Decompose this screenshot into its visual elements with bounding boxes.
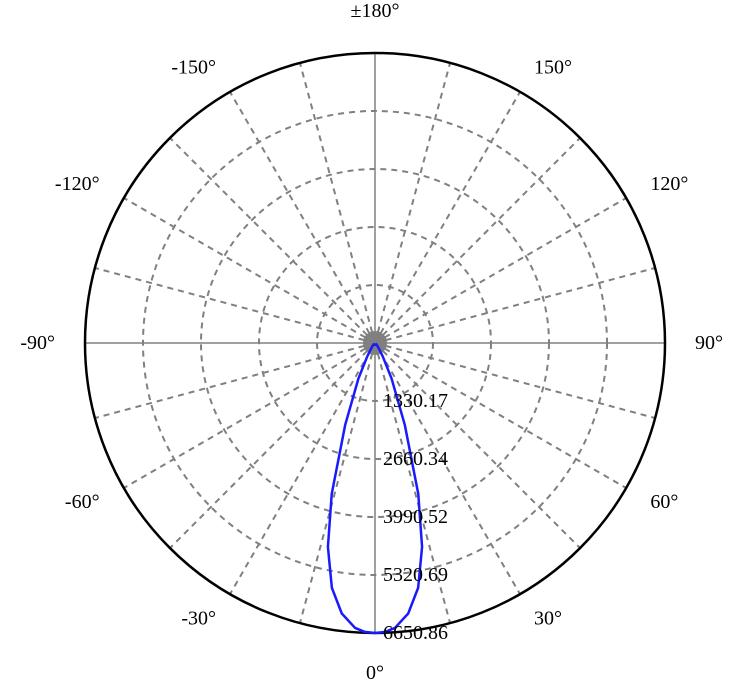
angle-label: -30° <box>181 607 216 629</box>
polar-chart: 1330.17 2660.34 3990.52 5320.69 6650.86 0° 30°… <box>0 0 750 686</box>
angle-label: 120° <box>650 173 688 195</box>
ring-label: 1330.17 <box>383 390 448 412</box>
angle-label: 150° <box>534 57 572 79</box>
angle-label: ±180° <box>351 0 400 22</box>
center-hub <box>363 331 387 355</box>
ring-label: 2660.34 <box>383 448 448 470</box>
angle-label: 30° <box>534 607 562 629</box>
angle-label: -60° <box>65 491 100 513</box>
angle-label: -150° <box>171 57 216 79</box>
angle-label: 0° <box>366 662 384 684</box>
angle-label: 60° <box>650 491 678 513</box>
angle-label: 90° <box>695 332 723 354</box>
ring-label: 3990.52 <box>383 506 448 528</box>
ring-label: 6650.86 <box>383 622 448 644</box>
angle-label: -120° <box>55 173 100 195</box>
ring-label: 5320.69 <box>383 564 448 586</box>
angle-label: -90° <box>20 332 55 354</box>
